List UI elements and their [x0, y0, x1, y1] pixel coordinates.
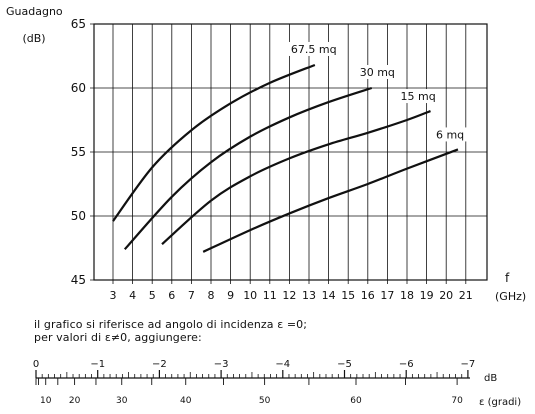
grid-lines: [90, 23, 487, 284]
note-line-2: per valori di ε≠0, aggiungere:: [34, 331, 202, 344]
db-scale-label: −4: [275, 359, 290, 370]
series-label: 67.5 mq: [291, 43, 337, 56]
series-line-2: [123, 86, 373, 251]
y-tick-label: 50: [71, 209, 86, 223]
x-axis-unit: (GHz): [495, 290, 526, 303]
db-scale-label: −6: [399, 359, 414, 370]
series-label: 15 mq: [401, 90, 436, 103]
x-tick-label: 3: [110, 289, 117, 302]
x-tick-label: 15: [341, 289, 355, 302]
series-labels: 67.5 mq 30 mq 15 mq 6 mq: [287, 41, 467, 142]
x-tick-label: 17: [380, 289, 394, 302]
db-scale-label: 0: [33, 359, 39, 370]
x-tick-label: 9: [227, 289, 234, 302]
degree-scale-label: 60: [350, 396, 362, 406]
x-tick-label: 18: [400, 289, 414, 302]
x-tick-label: 7: [188, 289, 195, 302]
x-tick-label: 5: [149, 289, 156, 302]
series-label-bg: [397, 89, 439, 104]
degree-scale-label: 20: [69, 396, 81, 406]
y-axis-unit: (dB): [22, 32, 45, 45]
x-tick-label: 6: [168, 289, 175, 302]
db-scale-label: −7: [461, 359, 476, 370]
db-unit-label: dB: [484, 373, 497, 384]
degree-scale-label: 70: [451, 396, 463, 406]
degree-scale-label: 30: [116, 396, 128, 406]
x-tick-label: 19: [420, 289, 434, 302]
x-tick-label: 12: [282, 289, 296, 302]
db-scale-label: −5: [337, 359, 352, 370]
y-tick-label: 45: [71, 273, 86, 287]
series-label-bg: [432, 127, 467, 142]
x-tick-label: 4: [129, 289, 136, 302]
y-tick-label: 55: [71, 145, 86, 159]
degree-scale-label: 40: [180, 396, 192, 406]
db-scale-ticks: [35, 370, 469, 385]
db-scale-label: −3: [214, 359, 229, 370]
db-scale-label: −2: [152, 359, 167, 370]
x-tick-label: 13: [302, 289, 316, 302]
x-tick-label: 11: [263, 289, 277, 302]
note-line-1: il grafico si riferisce ad angolo di inc…: [34, 318, 308, 331]
x-tick-label: 21: [459, 289, 473, 302]
x-tick-label: 10: [243, 289, 257, 302]
y-axis-label: Guadagno: [6, 5, 63, 18]
notes: il grafico si riferisce ad angolo di inc…: [34, 318, 307, 344]
series-label: 6 mq: [436, 128, 464, 141]
series-line-3: [161, 110, 431, 245]
series-lines: [112, 63, 459, 253]
x-tick-label: 20: [439, 289, 453, 302]
y-tick-labels: 45 50 55 60 65: [71, 17, 86, 287]
degree-scale-label: 50: [259, 396, 271, 406]
degree-scale-labels: 10 20 30 40 50 60 70: [40, 396, 463, 406]
y-tick-label: 60: [71, 81, 86, 95]
degree-unit-label: ε (gradi): [479, 397, 521, 408]
series-line-4: [202, 148, 459, 253]
series-label: 30 mq: [360, 66, 395, 79]
db-scale-label: −1: [90, 359, 105, 370]
x-tick-label: 16: [361, 289, 375, 302]
x-tick-label: 8: [208, 289, 215, 302]
series-label-bg: [287, 41, 343, 56]
degree-scale-label: 10: [40, 396, 52, 406]
db-scale-labels: 0 −1 −2 −3 −4 −5 −6 −7: [33, 359, 475, 370]
y-tick-label: 65: [71, 17, 86, 31]
series-line-1: [112, 63, 316, 222]
x-tick-labels: 3 4 5 6 7 8 9 10 11 12 13 14 15 16 17 18 19 20 21: [110, 289, 473, 302]
series-label-bg: [356, 65, 398, 79]
x-axis-label: f: [505, 271, 510, 285]
plot-frame: [93, 23, 488, 281]
correction-scale: 0 −1 −2 −3 −4 −5 −6 −7 10 20 30 40 50 60 70 dB ε (gra…: [33, 359, 521, 408]
x-tick-label: 14: [322, 289, 336, 302]
